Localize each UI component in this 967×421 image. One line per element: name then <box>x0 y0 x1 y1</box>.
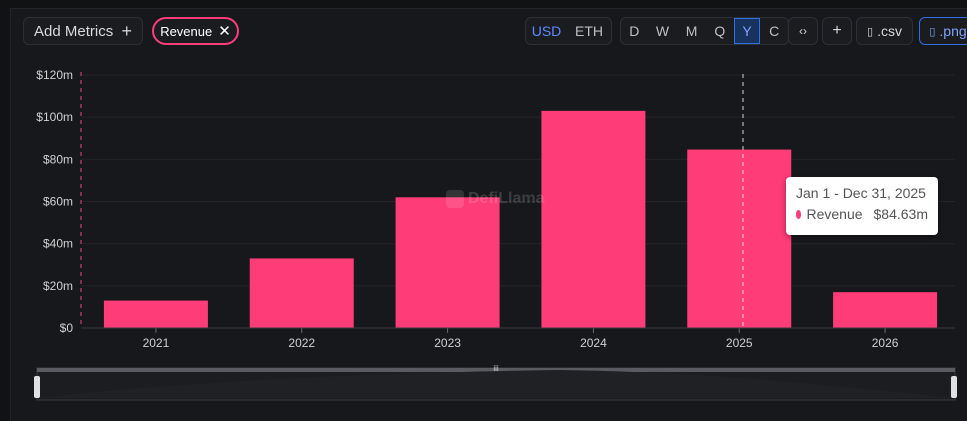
y-tick-label: $100m <box>36 110 73 124</box>
chart-tooltip: Jan 1 - Dec 31, 2025 Revenue $84.63m <box>786 177 938 235</box>
range-slider-right-handle[interactable] <box>951 376 957 398</box>
png-label: .png <box>939 23 967 39</box>
download-csv-button[interactable]: ▯ .csv <box>856 17 913 45</box>
revenue-chip[interactable]: Revenue ✕ <box>152 17 239 45</box>
period-y[interactable]: Y <box>733 18 761 44</box>
plus-icon: + <box>121 20 132 41</box>
llama-logo-icon <box>446 190 464 208</box>
range-slider-grip[interactable]: iii <box>493 364 499 373</box>
x-tick-label: 2025 <box>726 336 753 350</box>
tooltip-title: Jan 1 - Dec 31, 2025 <box>796 185 926 201</box>
tooltip-series-name: Revenue <box>806 206 863 222</box>
x-tick-label: 2021 <box>143 336 170 350</box>
period-q[interactable]: Q <box>714 23 726 39</box>
range-slider-preview <box>38 370 954 398</box>
bar-2026[interactable] <box>833 292 938 328</box>
y-tick-label: $60m <box>43 195 73 209</box>
grid-lines <box>81 74 955 287</box>
bar-2022[interactable] <box>249 258 354 328</box>
x-tick-label: 2024 <box>580 336 607 350</box>
bar-2025[interactable] <box>687 149 792 328</box>
period-c[interactable]: C <box>769 23 780 39</box>
embed-button[interactable]: ‹› <box>788 17 818 45</box>
close-icon[interactable]: ✕ <box>218 23 231 40</box>
currency-eth[interactable]: ETH <box>575 23 604 39</box>
y-tick-label: $80m <box>43 152 73 166</box>
y-tick-label: $0 <box>60 321 74 335</box>
code-icon: ‹› <box>799 24 807 38</box>
bar-2021[interactable] <box>103 300 208 328</box>
file-icon: ▯ <box>929 25 936 38</box>
series-dot-icon <box>796 209 802 219</box>
x-tick-label: 2022 <box>288 336 315 350</box>
period-w[interactable]: W <box>655 23 670 39</box>
add-metrics-label: Add Metrics <box>34 22 114 40</box>
add-metrics-button[interactable]: Add Metrics + <box>23 17 143 45</box>
y-tick-label: $40m <box>43 237 73 251</box>
plus-icon: + <box>832 22 842 39</box>
x-tick-label: 2026 <box>872 336 899 350</box>
add-chart-button[interactable]: + <box>822 17 852 45</box>
file-icon: ▯ <box>867 25 874 38</box>
y-tick-label: $120m <box>36 68 73 82</box>
bar-2023[interactable] <box>395 197 500 328</box>
period-d[interactable]: D <box>629 23 640 39</box>
tooltip-value: $84.63m <box>873 206 928 222</box>
toolbar: Add Metrics + Revenue ✕ USD ETH D W M Q … <box>23 17 967 47</box>
currency-usd[interactable]: USD <box>531 23 562 39</box>
x-axis-ticks: 2021 2022 2023 2024 2025 2026 <box>143 328 899 350</box>
revenue-chip-label: Revenue <box>160 23 213 39</box>
range-slider-left-handle[interactable] <box>34 376 40 398</box>
y-axis-ticks: $0 $20m $40m $60m $80m $100m $120m <box>36 68 73 335</box>
bars <box>103 110 938 328</box>
watermark-text: DefiLlama <box>468 190 545 207</box>
period-m[interactable]: M <box>685 23 698 39</box>
csv-label: .csv <box>877 23 902 39</box>
currency-toggle: USD ETH <box>525 17 612 45</box>
y-tick-label: $20m <box>43 279 73 293</box>
download-png-button[interactable]: ▯ .png <box>919 17 967 45</box>
range-slider-selection[interactable] <box>37 368 955 372</box>
x-tick-label: 2023 <box>434 336 461 350</box>
watermark: DefiLlama <box>446 190 544 208</box>
bar-2024[interactable] <box>541 110 646 328</box>
